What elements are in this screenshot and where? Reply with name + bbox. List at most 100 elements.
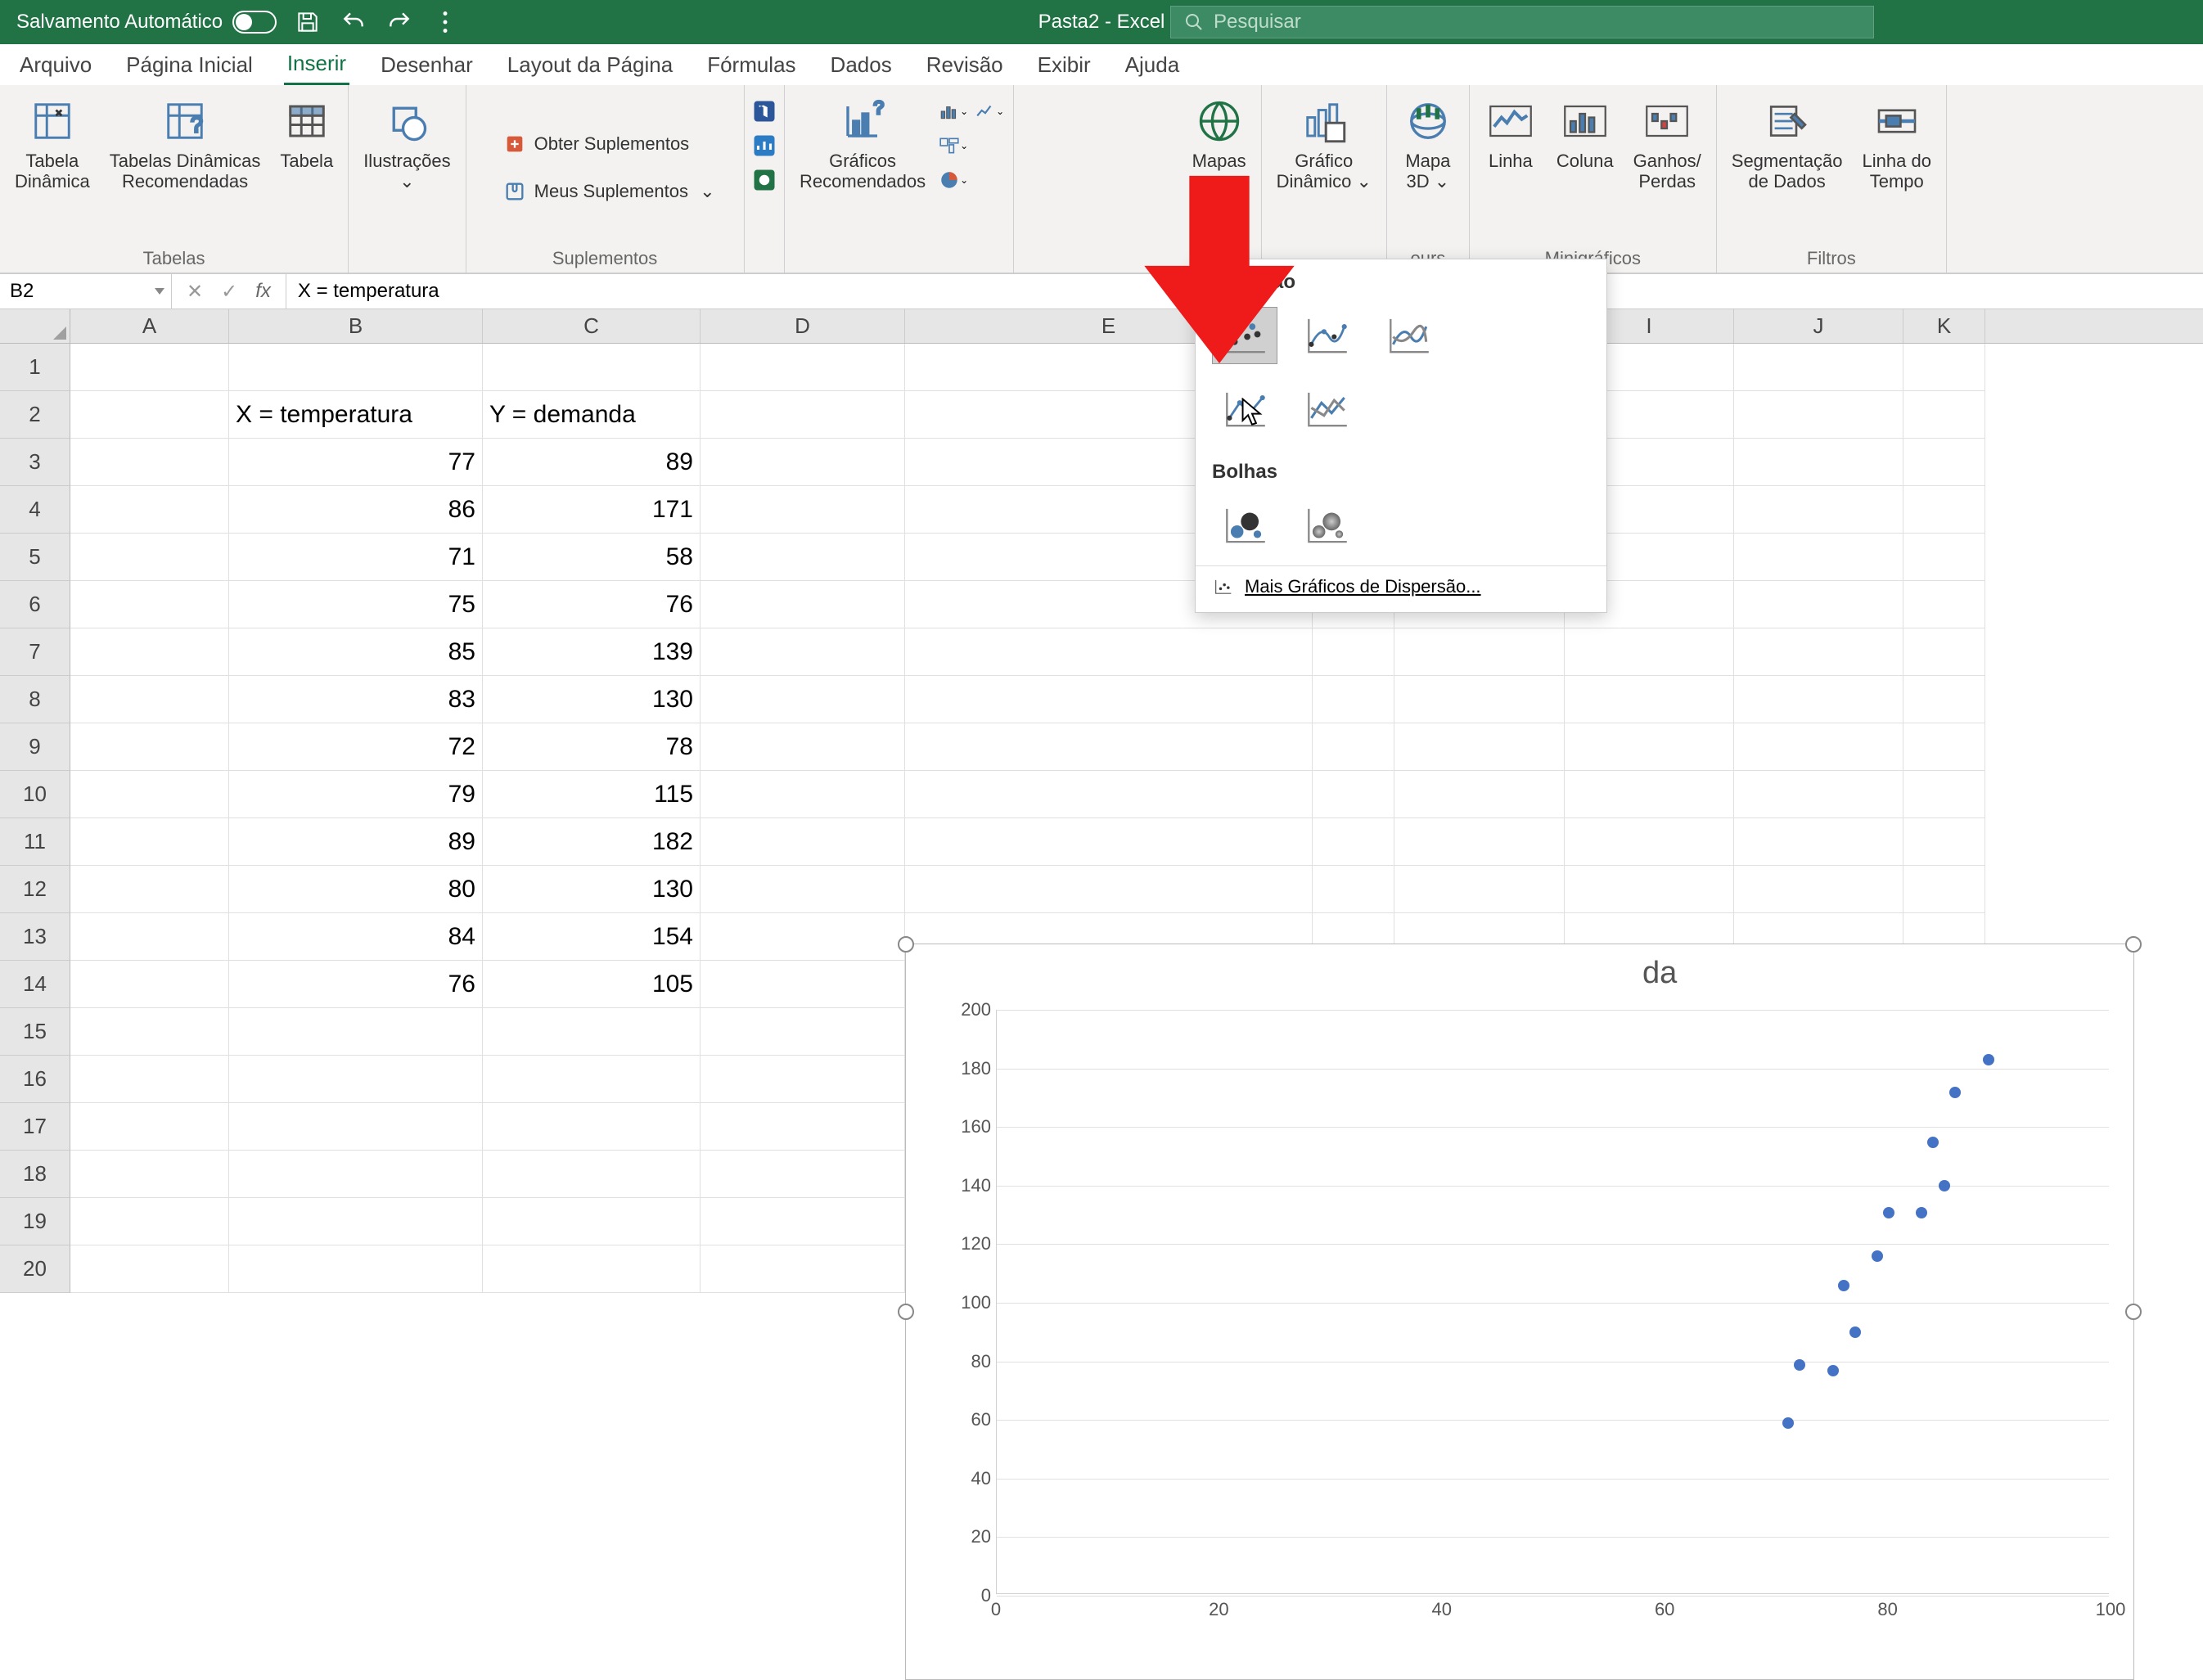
cell-A16[interactable]: [70, 1056, 229, 1103]
cell-A17[interactable]: [70, 1103, 229, 1151]
cell-C15[interactable]: [483, 1008, 701, 1056]
cancel-formula-icon[interactable]: ✕: [187, 280, 203, 304]
recommended-pivot-button[interactable]: ? Tabelas Dinâmicas Recomendadas: [103, 90, 268, 197]
cell-D7[interactable]: [701, 628, 905, 676]
cell-I12[interactable]: [1565, 866, 1734, 913]
cell-J1[interactable]: [1734, 344, 1903, 391]
cell-A1[interactable]: [70, 344, 229, 391]
cell-B8[interactable]: 83: [229, 676, 483, 723]
cell-I8[interactable]: [1565, 676, 1734, 723]
my-addins-button[interactable]: Meus Suplementos ⌄: [495, 175, 722, 208]
cell-J5[interactable]: [1734, 534, 1903, 581]
cell-J12[interactable]: [1734, 866, 1903, 913]
cell-B6[interactable]: 75: [229, 581, 483, 628]
cell-A12[interactable]: [70, 866, 229, 913]
scatter-smooth-icon[interactable]: [1376, 307, 1441, 364]
cell-A18[interactable]: [70, 1151, 229, 1198]
cell-H12[interactable]: [1394, 866, 1565, 913]
cell-J3[interactable]: [1734, 439, 1903, 486]
cell-J9[interactable]: [1734, 723, 1903, 771]
cell-D14[interactable]: [701, 961, 905, 1008]
cell-B15[interactable]: [229, 1008, 483, 1056]
illustrations-button[interactable]: Ilustrações⌄: [357, 90, 457, 197]
fx-icon[interactable]: fx: [255, 280, 271, 303]
sparkline-line-button[interactable]: Linha: [1478, 90, 1543, 176]
cell-J11[interactable]: [1734, 818, 1903, 866]
cell-K4[interactable]: [1903, 486, 1985, 534]
cell-G10[interactable]: [1313, 771, 1394, 818]
row-header[interactable]: 16: [0, 1056, 70, 1103]
cell-B4[interactable]: 86: [229, 486, 483, 534]
cell-A4[interactable]: [70, 486, 229, 534]
row-header[interactable]: 8: [0, 676, 70, 723]
cell-C17[interactable]: [483, 1103, 701, 1151]
cell-A11[interactable]: [70, 818, 229, 866]
row-header[interactable]: 15: [0, 1008, 70, 1056]
cell-B20[interactable]: [229, 1245, 483, 1293]
cell-K1[interactable]: [1903, 344, 1985, 391]
cell-I7[interactable]: [1565, 628, 1734, 676]
cell-A6[interactable]: [70, 581, 229, 628]
cell-D12[interactable]: [701, 866, 905, 913]
chart-handle-ne[interactable]: [2125, 936, 2142, 953]
cell-C3[interactable]: 89: [483, 439, 701, 486]
cell-D2[interactable]: [701, 391, 905, 439]
row-header[interactable]: 11: [0, 818, 70, 866]
table-button[interactable]: Tabela: [273, 90, 340, 176]
cell-B12[interactable]: 80: [229, 866, 483, 913]
chart-handle-nw[interactable]: [898, 936, 914, 953]
tab-exibir[interactable]: Exibir: [1034, 46, 1094, 84]
cell-B7[interactable]: 85: [229, 628, 483, 676]
cell-D9[interactable]: [701, 723, 905, 771]
cell-A15[interactable]: [70, 1008, 229, 1056]
redo-icon[interactable]: [385, 7, 414, 37]
cell-C2[interactable]: Y = demanda: [483, 391, 701, 439]
chart-handle-e[interactable]: [2125, 1304, 2142, 1320]
people-graph-icon[interactable]: [750, 131, 779, 160]
row-header[interactable]: 9: [0, 723, 70, 771]
cell-D13[interactable]: [701, 913, 905, 961]
cell-D17[interactable]: [701, 1103, 905, 1151]
tab-dados[interactable]: Dados: [827, 46, 895, 84]
tab-layout[interactable]: Layout da Página: [504, 46, 676, 84]
bing-maps-icon[interactable]: [750, 97, 779, 126]
cell-A7[interactable]: [70, 628, 229, 676]
slicer-button[interactable]: Segmentação de Dados: [1725, 90, 1849, 197]
cell-H10[interactable]: [1394, 771, 1565, 818]
col-header-C[interactable]: C: [483, 309, 701, 343]
cell-B1[interactable]: [229, 344, 483, 391]
select-all-corner[interactable]: [0, 309, 70, 343]
cell-C7[interactable]: 139: [483, 628, 701, 676]
cell-K8[interactable]: [1903, 676, 1985, 723]
cell-G7[interactable]: [1313, 628, 1394, 676]
cell-A13[interactable]: [70, 913, 229, 961]
undo-icon[interactable]: [339, 7, 368, 37]
cell-H8[interactable]: [1394, 676, 1565, 723]
cell-C16[interactable]: [483, 1056, 701, 1103]
more-scatter-charts-button[interactable]: Mais Gráficos de Dispersão...: [1196, 565, 1606, 607]
cell-D1[interactable]: [701, 344, 905, 391]
cell-B14[interactable]: 76: [229, 961, 483, 1008]
cell-K11[interactable]: [1903, 818, 1985, 866]
cell-B10[interactable]: 79: [229, 771, 483, 818]
column-chart-icon[interactable]: ⌄: [939, 97, 968, 126]
cell-D15[interactable]: [701, 1008, 905, 1056]
more-icon[interactable]: [430, 7, 460, 37]
cell-K5[interactable]: [1903, 534, 1985, 581]
chart-title[interactable]: da: [906, 944, 2133, 991]
row-header[interactable]: 5: [0, 534, 70, 581]
cell-A8[interactable]: [70, 676, 229, 723]
cell-D19[interactable]: [701, 1198, 905, 1245]
row-header[interactable]: 20: [0, 1245, 70, 1293]
recommended-charts-button[interactable]: ? Gráficos Recomendados: [793, 90, 932, 197]
row-header[interactable]: 12: [0, 866, 70, 913]
cell-H11[interactable]: [1394, 818, 1565, 866]
cell-K3[interactable]: [1903, 439, 1985, 486]
cell-C18[interactable]: [483, 1151, 701, 1198]
row-header[interactable]: 7: [0, 628, 70, 676]
row-header[interactable]: 18: [0, 1151, 70, 1198]
cell-A10[interactable]: [70, 771, 229, 818]
cell-C5[interactable]: 58: [483, 534, 701, 581]
cell-C11[interactable]: 182: [483, 818, 701, 866]
cell-E7[interactable]: [905, 628, 1313, 676]
